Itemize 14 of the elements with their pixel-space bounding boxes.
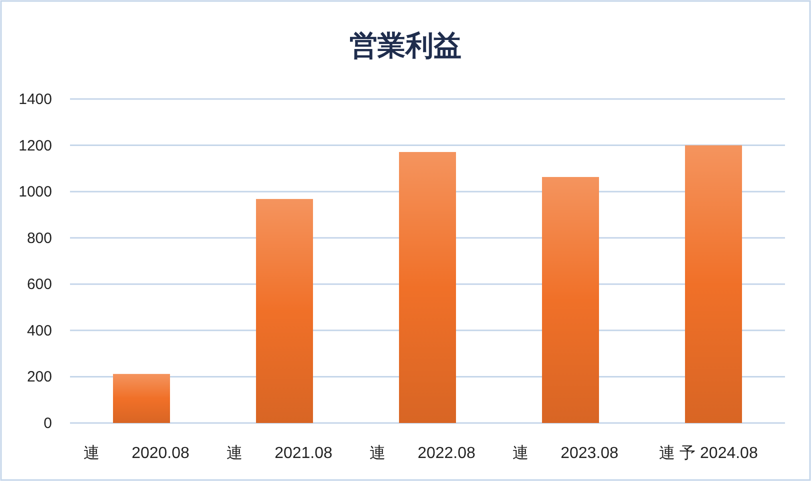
y-tick-label: 1200 [18,137,52,154]
y-tick-label: 200 [26,368,52,386]
x-tick-label: 連 2020.08 [84,444,190,462]
x-tick-label: 連 2022.08 [370,444,476,462]
x-tick-label: 連 予 2024.08 [659,444,758,462]
y-tick-label: 800 [26,230,52,247]
chart-title: 営業利益 [350,30,462,61]
y-tick-label: 0 [44,415,52,432]
y-tick-label: 400 [26,322,52,340]
y-tick-label: 600 [26,276,52,294]
x-tick-label: 連 2021.08 [226,444,333,462]
x-tick-label: 連 2023.08 [512,444,619,462]
y-tick-label: 1000 [18,184,52,201]
y-tick-label: 1400 [18,91,52,108]
